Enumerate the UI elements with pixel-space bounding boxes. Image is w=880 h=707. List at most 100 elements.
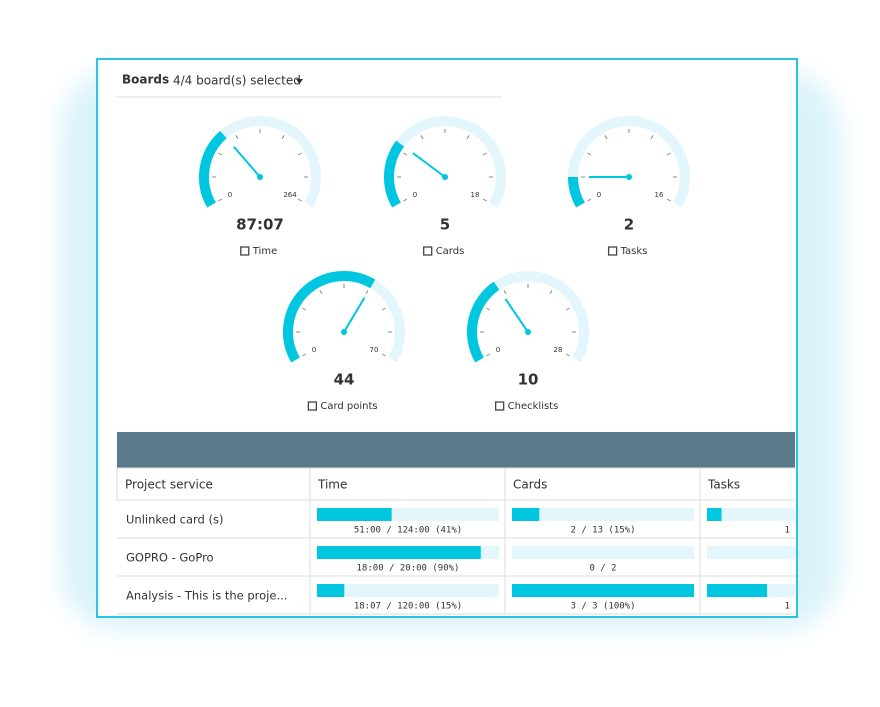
gauge-tick xyxy=(403,198,408,202)
boards-label: Boards xyxy=(122,73,169,87)
gauge-icon xyxy=(423,246,433,256)
board-selector[interactable]: 4/4 board(s) selected xyxy=(173,74,301,88)
gauge-tick xyxy=(365,290,369,295)
gauge-tick xyxy=(666,152,671,156)
gauge-icon xyxy=(607,246,618,256)
progress-bar xyxy=(707,508,722,521)
gauge-min: 0 xyxy=(413,191,417,199)
gauge-tick xyxy=(486,307,491,311)
gauge-label: Checklists xyxy=(508,401,559,412)
gauge-tick xyxy=(302,307,307,311)
progress-track xyxy=(512,546,694,559)
progress-bar xyxy=(317,584,345,597)
gauge-tick xyxy=(466,135,470,140)
row-name: Unlinked card (s) xyxy=(126,513,223,527)
gauge-needle xyxy=(412,152,446,178)
progress-bar xyxy=(317,546,481,559)
gauge-fill xyxy=(199,130,227,208)
gauge-fill xyxy=(283,271,376,363)
gauge-min: 0 xyxy=(312,346,316,354)
progress-label: 51:00 / 124:00 (41%) xyxy=(354,526,462,536)
gauge-value: 2 xyxy=(624,216,634,234)
gauge-fill xyxy=(467,281,500,363)
gauge-hub xyxy=(341,329,347,335)
gauge-tick xyxy=(666,198,671,202)
gauge-hub xyxy=(257,174,263,180)
gauge-tick xyxy=(503,290,507,295)
gauge-tick xyxy=(218,198,223,202)
gauge-max: 264 xyxy=(283,191,297,199)
gauge-tick xyxy=(319,290,323,295)
gauge-label: Cards xyxy=(436,246,465,257)
row-name: Analysis - This is the proje... xyxy=(126,589,287,603)
gauge-value: 10 xyxy=(518,371,539,389)
gauge-tick xyxy=(587,198,592,202)
progress-track xyxy=(317,584,499,597)
gauge-needle xyxy=(233,146,261,178)
gauge-value: 5 xyxy=(440,216,450,234)
progress-bar xyxy=(317,508,392,521)
dropdown-arrow[interactable] xyxy=(296,79,303,84)
progress-bar xyxy=(512,584,694,597)
progress-label: 1 / 1 xyxy=(784,526,811,536)
gauge-tick xyxy=(650,135,654,140)
content: Boards 4/4 board(s) selected 0 264 87:07 Ti… xyxy=(116,73,811,615)
gauge-tick xyxy=(549,290,553,295)
gauge-icon xyxy=(240,246,250,256)
gauge-max: 70 xyxy=(370,346,379,354)
gauge-tick xyxy=(482,198,487,202)
gauge-label: Time xyxy=(252,246,277,257)
gauge-tick xyxy=(565,307,570,311)
progress-label: 2 / 13 (15%) xyxy=(570,526,635,536)
gauge-tick xyxy=(604,135,608,140)
progress-label: 18:07 / 120:00 (15%) xyxy=(354,602,462,612)
gauge-min: 0 xyxy=(496,346,500,354)
gauge-tick xyxy=(482,152,487,156)
progress-bar xyxy=(512,508,540,521)
gauge-min: 0 xyxy=(228,191,232,199)
gauge-track xyxy=(568,116,690,208)
progress-track xyxy=(707,546,795,559)
gauge-tick xyxy=(381,353,386,357)
gauge-tick xyxy=(420,135,424,140)
gauge-tick xyxy=(302,353,307,357)
progress-track xyxy=(512,508,694,521)
gauge-label: Card points xyxy=(320,401,377,412)
gauge-tick xyxy=(281,135,285,140)
gauge-value: 87:07 xyxy=(236,216,284,234)
gauge-icon xyxy=(495,401,505,411)
progress-label: 1 / 3 xyxy=(784,602,811,612)
column-header: Project service xyxy=(125,478,213,492)
gauge-value: 44 xyxy=(334,371,355,389)
gauge-tick xyxy=(218,152,223,156)
gauge-fill xyxy=(384,140,405,208)
gauge-needle xyxy=(504,298,529,333)
progress-label: 0 / 2 xyxy=(589,564,616,574)
gauge-tick xyxy=(297,152,302,156)
table-banner xyxy=(117,432,795,468)
column-header: Cards xyxy=(513,478,547,492)
gauge-tick xyxy=(403,152,408,156)
gauge-max: 28 xyxy=(554,346,563,354)
gauge-tick xyxy=(587,152,592,156)
gauge-needle xyxy=(343,297,366,333)
gauge-hub xyxy=(442,174,448,180)
gauge-tick xyxy=(486,353,491,357)
gauge-hub xyxy=(525,329,531,335)
table-header-row xyxy=(116,467,795,501)
gauge-icon xyxy=(307,401,318,411)
gauge-fill xyxy=(568,176,585,208)
gauge-tick xyxy=(235,135,239,140)
progress-label: 3 / 3 (100%) xyxy=(570,602,635,612)
gauge-min: 0 xyxy=(597,191,601,199)
gauge-tick xyxy=(381,307,386,311)
gauge-max: 16 xyxy=(655,191,664,199)
row-name: GOPRO - GoPro xyxy=(126,551,214,565)
gauge-max: 18 xyxy=(471,191,480,199)
gauge-tick xyxy=(565,353,570,357)
column-header: Time xyxy=(317,478,347,492)
progress-bar xyxy=(707,584,768,597)
gauge-hub xyxy=(626,174,632,180)
gauge-label: Tasks xyxy=(620,246,648,257)
